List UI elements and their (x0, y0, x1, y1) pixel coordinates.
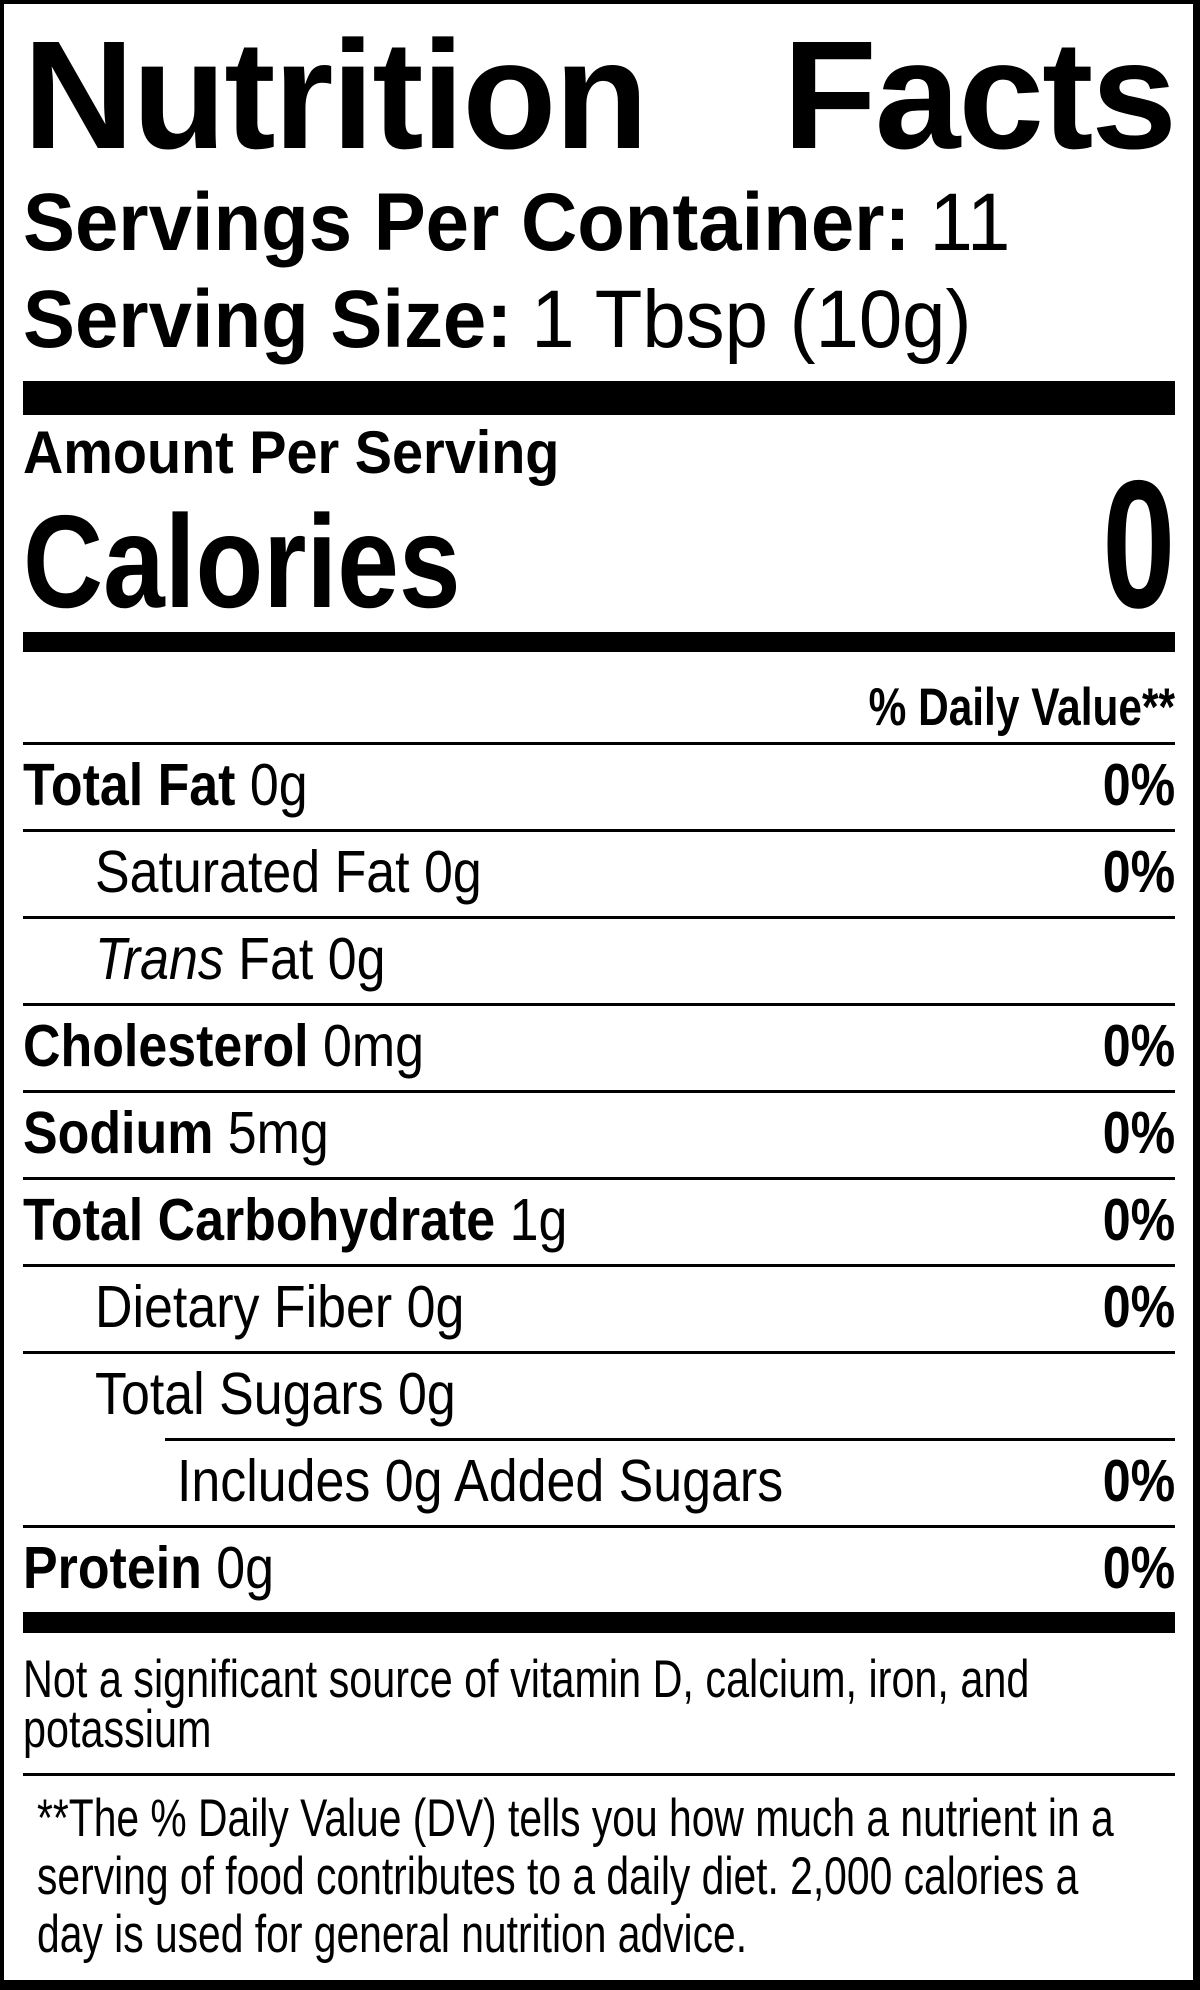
calories-label: Calories (23, 488, 461, 635)
nutrient-row: Total Fat 0g 0% (23, 742, 1175, 829)
nutrient-rows: Total Fat 0g 0% Saturated Fat 0g 0% Tran… (23, 742, 1175, 1612)
nutrient-daily-value: 0% (1102, 752, 1175, 818)
nutrient-name-segment: Dietary Fiber 0g (95, 1274, 465, 1340)
nutrient-row: Includes 0g Added Sugars 0% (23, 1438, 1175, 1525)
nutrient-name-segment: 0g (216, 1535, 275, 1601)
nutrient-name-segment: Total Fat (23, 752, 250, 818)
nutrient-daily-value: 0% (1102, 1448, 1175, 1514)
nutrient-name: Total Fat 0g (23, 754, 308, 816)
nutrient-row: Protein 0g 0% (23, 1525, 1175, 1612)
nutrient-daily-value: 0% (1102, 1100, 1175, 1166)
servings-per-container-label: Servings Per Container: (23, 177, 911, 268)
title-word-nutrition: Nutrition (23, 9, 648, 181)
nutrient-name: Total Sugars 0g (95, 1363, 456, 1425)
nutrient-name-segment: Cholesterol (23, 1013, 324, 1079)
nutrient-daily-value: 0% (1102, 1187, 1175, 1253)
nutrient-name-segment: Protein (23, 1535, 217, 1601)
nutrient-name-segment: Includes 0g Added Sugars (177, 1448, 784, 1514)
nutrient-name: Dietary Fiber 0g (95, 1276, 464, 1338)
calories-row: Calories 0 (23, 453, 1175, 635)
nutrient-name: Total Carbohydrate 1g (23, 1189, 567, 1251)
nutrient-name-segment: 5mg (227, 1100, 329, 1166)
nutrient-row: Trans Fat 0g (23, 916, 1175, 1003)
calories-value: 0 (1102, 442, 1175, 646)
nutrient-row: Total Carbohydrate 1g 0% (23, 1177, 1175, 1264)
nutrient-name: Protein 0g (23, 1537, 274, 1599)
nutrient-name: Saturated Fat 0g (95, 841, 482, 903)
label-title: Nutrition Facts (23, 9, 1177, 181)
footnote-divider (23, 1773, 1175, 1776)
nutrient-daily-value: 0% (1102, 839, 1175, 905)
nutrient-name-segment: Saturated Fat 0g (95, 839, 482, 905)
nutrient-name: Trans Fat 0g (95, 928, 385, 990)
not-significant-note: Not a significant source of vitamin D, c… (23, 1650, 1030, 1759)
nutrient-name-segment: Total Sugars 0g (95, 1361, 456, 1427)
serving-info-block: Servings Per Container: 11 Serving Size: 1… (23, 174, 1175, 368)
serving-size-label: Serving Size: (23, 274, 513, 365)
nutrient-name: Cholesterol 0mg (23, 1015, 424, 1077)
nutrient-name-segment: Fat 0g (223, 926, 386, 992)
nutrient-name: Includes 0g Added Sugars (177, 1450, 783, 1512)
nutrient-name-segment: 0g (249, 752, 308, 818)
daily-value-footnote: **The % Daily Value (DV) tells you how m… (37, 1789, 1114, 1964)
nutrient-row: Sodium 5mg 0% (23, 1090, 1175, 1177)
nutrient-name-segment: Sodium (23, 1100, 228, 1166)
amount-per-serving-heading: Amount Per Serving (23, 419, 560, 486)
daily-value-header: % Daily Value** (868, 678, 1175, 737)
nutrient-row: Saturated Fat 0g 0% (23, 829, 1175, 916)
nutrient-name: Sodium 5mg (23, 1102, 329, 1164)
thick-separator-bar-calories (23, 632, 1175, 652)
nutrient-row: Dietary Fiber 0g 0% (23, 1264, 1175, 1351)
thick-separator-bar-bottom (23, 1612, 1175, 1633)
nutrient-name-segment: Total Carbohydrate (23, 1187, 510, 1253)
nutrient-name-segment: Trans (95, 926, 224, 992)
nutrient-daily-value: 0% (1102, 1535, 1175, 1601)
nutrient-daily-value: 0% (1102, 1013, 1175, 1079)
nutrient-name-segment: 0mg (323, 1013, 425, 1079)
nutrient-name-segment: 1g (509, 1187, 568, 1253)
serving-size-line: Serving Size: 1 Tbsp (10g) (23, 271, 1175, 368)
thick-separator-bar-top (23, 381, 1175, 415)
nutrient-daily-value: 0% (1102, 1274, 1175, 1340)
servings-per-container-line: Servings Per Container: 11 (23, 174, 1175, 271)
serving-size-value: 1 Tbsp (10g) (531, 274, 972, 365)
servings-per-container-value: 11 (929, 177, 1011, 268)
title-word-facts: Facts (782, 9, 1177, 181)
nutrient-row: Cholesterol 0mg 0% (23, 1003, 1175, 1090)
nutrient-row: Total Sugars 0g (23, 1351, 1175, 1438)
